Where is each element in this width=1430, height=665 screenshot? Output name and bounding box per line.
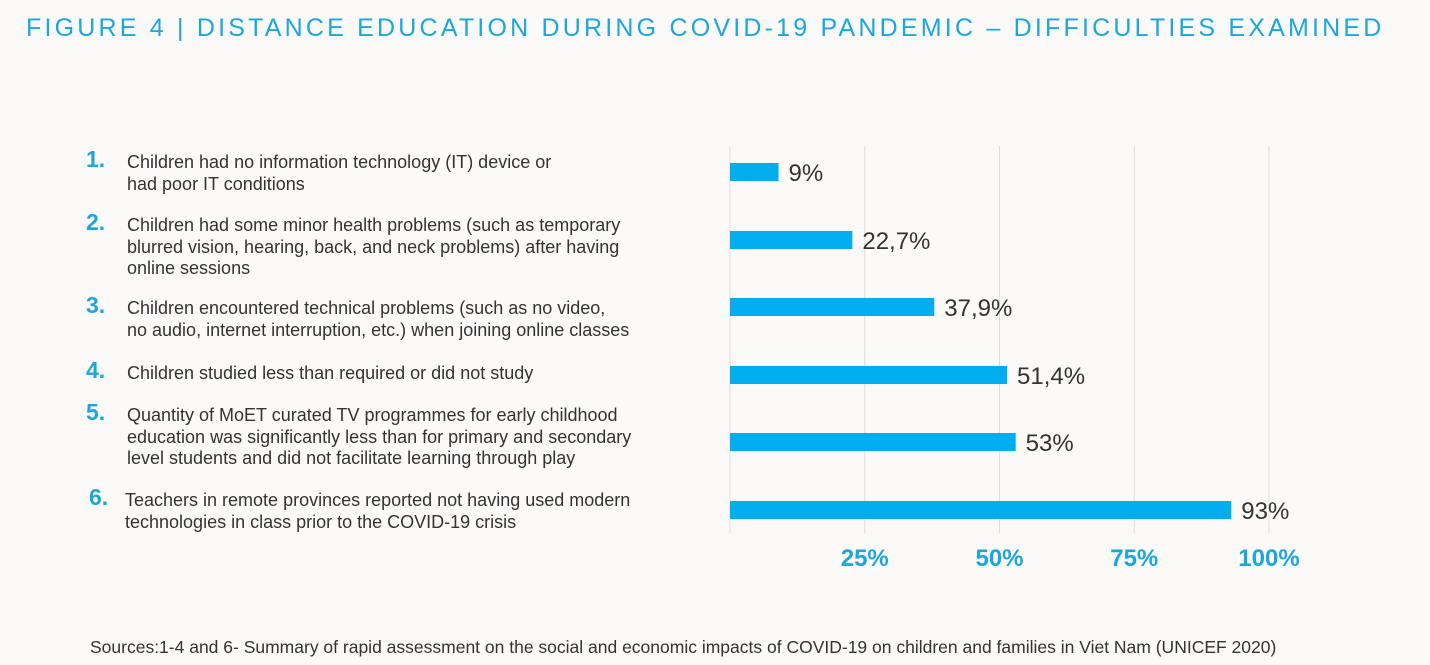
data-label: 9% — [789, 160, 824, 187]
data-label: 93% — [1241, 498, 1289, 525]
item-text-line: Children encountered technical problems … — [127, 298, 606, 318]
data-label: 22,7% — [862, 228, 930, 255]
item-text-line: no audio, internet interruption, etc.) w… — [127, 319, 630, 340]
figure-title: FIGURE 4 | DISTANCE EDUCATION DURING COV… — [26, 14, 1385, 42]
item-text-line: technologies in class prior to the COVID… — [125, 511, 517, 532]
item-text-line: Children had no information technology (… — [127, 152, 552, 172]
item-number: 6. — [89, 484, 109, 510]
x-tick-label: 25% — [841, 545, 889, 572]
item-text: Quantity of MoET curated TV programmes f… — [127, 405, 631, 470]
item-number: 4. — [86, 357, 106, 383]
x-tick-label: 100% — [1238, 545, 1299, 572]
item-number: 2. — [86, 209, 106, 235]
x-tick-label: 75% — [1110, 545, 1158, 572]
item-text-line: level students and did not facilitate le… — [127, 448, 576, 468]
item-text: Children studied less than required or d… — [127, 363, 533, 385]
item-text-line: online sessions — [127, 258, 251, 278]
item-text-line: Children studied less than required or d… — [127, 363, 534, 383]
item-text-line: had poor IT conditions — [127, 173, 305, 194]
bar — [730, 231, 853, 249]
bar — [730, 366, 1008, 384]
bar — [730, 163, 779, 181]
bar — [730, 433, 1016, 451]
x-tick-label: 50% — [975, 545, 1023, 572]
item-text-line: education was significantly less than fo… — [127, 426, 632, 447]
item-text-line: Quantity of MoET curated TV programmes f… — [127, 405, 618, 425]
item-number: 3. — [86, 292, 106, 318]
item-text-line: Teachers in remote provinces reported no… — [125, 490, 631, 510]
item-text: Children encountered technical problems … — [127, 298, 629, 341]
item-text: Children had some minor health problems … — [127, 215, 620, 280]
source-note: Sources:1-4 and 6- Summary of rapid asse… — [90, 637, 1277, 657]
data-label: 53% — [1026, 430, 1074, 457]
data-label: 37,9% — [944, 295, 1012, 322]
item-text: Children had no information technology (… — [127, 152, 551, 195]
bar — [730, 501, 1232, 519]
item-text-line: blurred vision, hearing, back, and neck … — [127, 236, 620, 257]
bar — [730, 298, 935, 316]
data-label: 51,4% — [1017, 363, 1085, 390]
item-text: Teachers in remote provinces reported no… — [125, 490, 630, 533]
item-number: 1. — [86, 146, 106, 172]
item-number: 5. — [86, 399, 106, 425]
item-text-line: Children had some minor health problems … — [127, 215, 621, 235]
